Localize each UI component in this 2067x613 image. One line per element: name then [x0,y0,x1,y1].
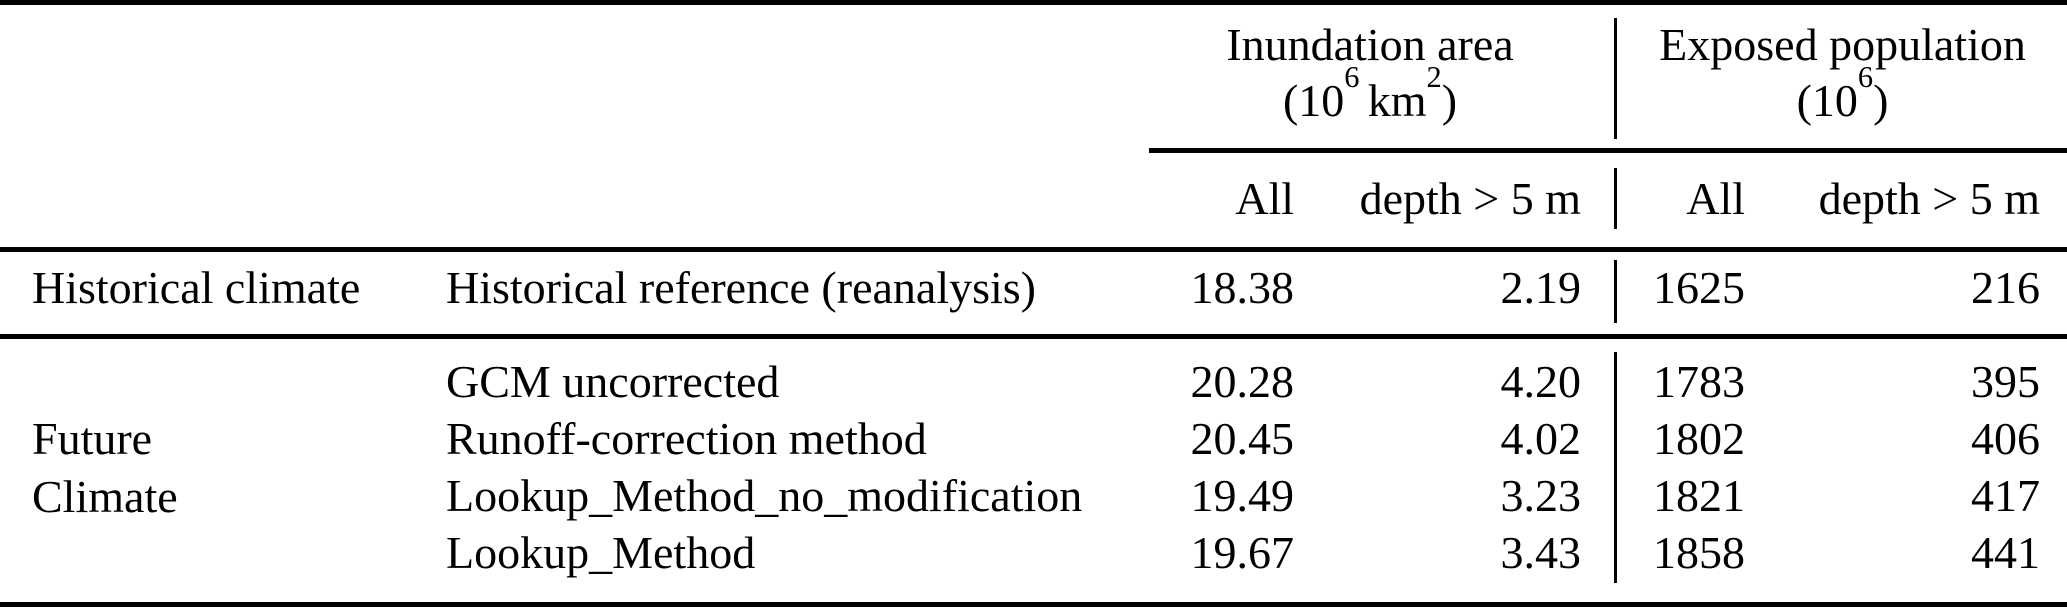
inundation-group-title: Inundation area [1226,19,1514,70]
row-label-historical-climate: Historical climate [32,262,361,313]
cell-future-1-inundation-all: 20.45 [1190,413,1295,464]
group-divider-header [1614,18,1617,139]
cell-future-3-inundation-all: 19.67 [1190,527,1295,578]
cell-historical-population-depth: 216 [1971,262,2040,313]
cell-future-2-population-depth: 417 [1971,470,2040,521]
row-label-future-climate: Future Climate [32,413,178,522]
cell-future-0-inundation-all: 20.28 [1190,356,1295,407]
col-header-population-all: All [1686,173,1745,224]
population-group-unit: (106) [1796,59,1889,126]
cell-historical-inundation-depth: 2.19 [1500,262,1582,313]
table-bottom-rule [0,602,2067,607]
table-top-rule [0,0,2067,5]
cell-future-3-population-depth: 441 [1971,527,2040,578]
cell-future-1-population-depth: 406 [1971,413,2040,464]
cell-future-2-population-all: 1821 [1653,470,1745,521]
cell-future-1-inundation-depth: 4.02 [1500,413,1582,464]
cell-future-1-method: Runoff-correction method [446,413,927,464]
inundation-group-unit: (106 km2) [1282,59,1458,126]
historical-future-rule [0,334,2067,339]
cell-historical-inundation-all: 18.38 [1190,262,1295,313]
group-divider-future [1614,352,1617,583]
col-header-inundation-depth: depth > 5 m [1359,173,1581,224]
cell-historical-population-all: 1625 [1653,262,1745,313]
inundation-group-header: Inundation area (106 km2) [1140,17,1600,129]
cell-future-3-method: Lookup_Method [446,527,756,578]
cell-future-3-population-all: 1858 [1653,527,1745,578]
cell-future-0-method: GCM uncorrected [446,356,780,407]
group-header-rule [1149,148,2067,153]
cell-historical-method: Historical reference (reanalysis) [446,262,1037,313]
cell-future-3-inundation-depth: 3.43 [1500,527,1582,578]
cell-future-2-inundation-depth: 3.23 [1500,470,1582,521]
cell-future-1-population-all: 1802 [1653,413,1745,464]
group-divider-historical [1614,260,1617,323]
cell-future-2-method: Lookup_Method_no_modification [446,470,1083,521]
col-header-population-depth: depth > 5 m [1818,173,2040,224]
col-header-inundation-all: All [1235,173,1294,224]
cell-future-0-population-all: 1783 [1653,356,1745,407]
group-divider-subheader [1614,168,1617,229]
cell-future-2-inundation-all: 19.49 [1190,470,1295,521]
cell-future-0-inundation-depth: 4.20 [1500,356,1582,407]
population-group-title: Exposed population [1659,19,2026,70]
header-body-rule [0,247,2067,252]
population-group-header: Exposed population (106) [1630,17,2055,129]
cell-future-0-population-depth: 395 [1971,356,2040,407]
